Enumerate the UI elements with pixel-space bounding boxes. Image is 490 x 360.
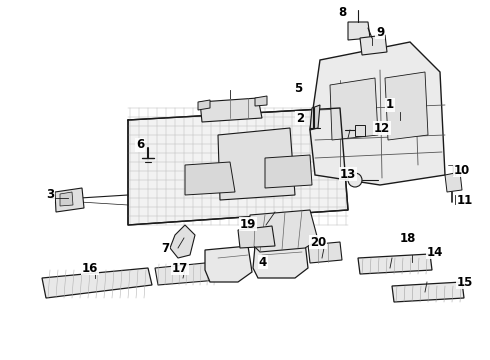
- Polygon shape: [308, 242, 342, 263]
- Polygon shape: [310, 42, 445, 185]
- Polygon shape: [248, 210, 318, 252]
- Polygon shape: [348, 22, 370, 40]
- Polygon shape: [60, 192, 73, 206]
- Polygon shape: [253, 242, 308, 278]
- Polygon shape: [355, 125, 365, 136]
- Polygon shape: [238, 226, 275, 248]
- Text: 8: 8: [338, 5, 346, 18]
- Text: 16: 16: [82, 261, 98, 274]
- Text: 2: 2: [296, 112, 304, 125]
- Text: 4: 4: [259, 256, 267, 269]
- Text: 12: 12: [374, 122, 390, 135]
- Text: 9: 9: [376, 26, 384, 39]
- Polygon shape: [185, 162, 235, 195]
- Text: 17: 17: [172, 261, 188, 274]
- Circle shape: [348, 173, 362, 187]
- Polygon shape: [445, 172, 462, 192]
- Polygon shape: [392, 282, 464, 302]
- Text: 10: 10: [454, 163, 470, 176]
- Polygon shape: [330, 78, 378, 140]
- Text: 5: 5: [294, 81, 302, 94]
- Text: 3: 3: [46, 189, 54, 202]
- Text: 6: 6: [136, 139, 144, 152]
- Polygon shape: [128, 108, 348, 225]
- Polygon shape: [55, 188, 84, 212]
- Polygon shape: [42, 268, 152, 298]
- Polygon shape: [360, 35, 387, 55]
- Text: 1: 1: [386, 99, 394, 112]
- Polygon shape: [155, 262, 218, 285]
- Polygon shape: [198, 100, 210, 110]
- Text: 14: 14: [427, 246, 443, 258]
- Polygon shape: [358, 254, 432, 274]
- Polygon shape: [200, 98, 262, 122]
- Text: 11: 11: [457, 194, 473, 207]
- Text: 18: 18: [400, 231, 416, 244]
- Text: 13: 13: [340, 167, 356, 180]
- Polygon shape: [255, 96, 267, 106]
- Polygon shape: [265, 155, 312, 188]
- Polygon shape: [205, 246, 252, 282]
- Polygon shape: [385, 72, 428, 140]
- Polygon shape: [310, 105, 320, 130]
- Polygon shape: [170, 225, 195, 258]
- Text: 20: 20: [310, 235, 326, 248]
- Text: 19: 19: [240, 217, 256, 230]
- Text: 15: 15: [457, 275, 473, 288]
- Text: 7: 7: [161, 242, 169, 255]
- Polygon shape: [218, 128, 295, 200]
